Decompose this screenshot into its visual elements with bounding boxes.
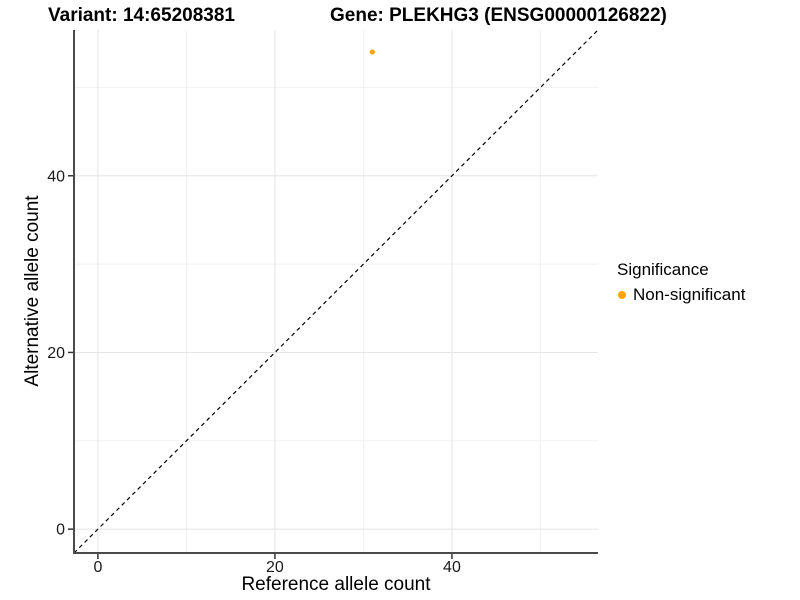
x-axis-title: Reference allele count <box>241 574 431 595</box>
legend-point-icon <box>618 291 626 299</box>
legend: Significance Non-significant <box>614 260 745 305</box>
y-axis-title: Alternative allele count <box>22 195 43 387</box>
legend-item-label: Non-significant <box>633 285 746 304</box>
plot-title-gene: Gene: PLEKHG3 (ENSG00000126822) <box>330 5 667 26</box>
y-tick-label: 0 <box>56 522 65 539</box>
legend-item: Non-significant <box>614 285 745 305</box>
x-tick-label: 40 <box>443 559 461 576</box>
x-tick-label: 20 <box>266 559 284 576</box>
legend-title: Significance <box>617 260 709 279</box>
y-tick-label: 40 <box>47 168 65 185</box>
x-tick-label: 0 <box>93 559 102 576</box>
plot-title-variant: Variant: 14:65208381 <box>48 5 235 26</box>
identity-reference-line <box>73 29 599 554</box>
data-point <box>369 49 375 55</box>
y-tick-label: 20 <box>47 345 65 362</box>
